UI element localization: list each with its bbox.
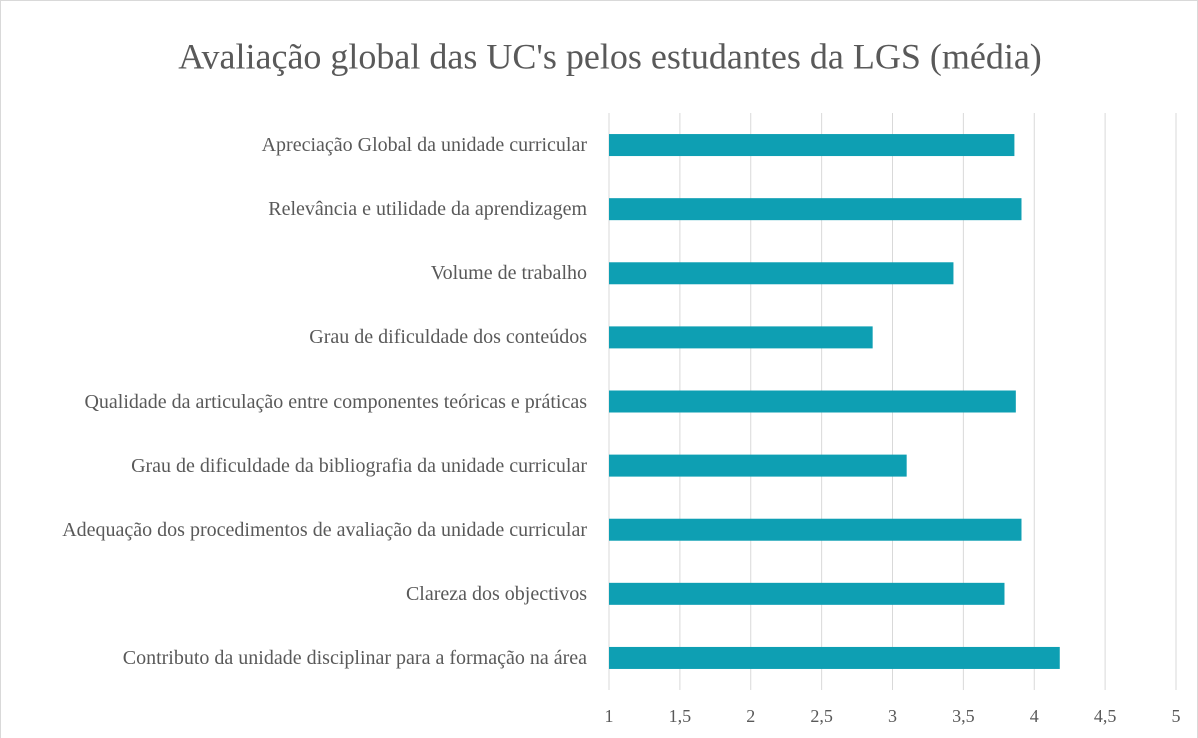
y-tick-label: Contributo da unidade disciplinar para a… [122, 646, 587, 669]
y-tick-label: Grau de dificuldade dos conteúdos [309, 326, 587, 349]
chart-title: Avaliação global das UC's pelos estudant… [178, 36, 1042, 76]
y-tick-label: Clareza dos objectivos [405, 582, 587, 605]
x-tick-label: 4 [1030, 706, 1039, 726]
bar [609, 646, 1060, 669]
x-tick-label: 2,5 [810, 706, 833, 726]
x-tick-label: 1,5 [669, 706, 692, 726]
bar [609, 262, 954, 285]
x-tick-label: 4,5 [1094, 706, 1117, 726]
x-tick-label: 1 [605, 706, 614, 726]
y-tick-label: Volume de trabalho [430, 262, 587, 285]
bar [609, 582, 1005, 605]
x-tick-label: 3 [888, 706, 897, 726]
bar [609, 390, 1016, 413]
y-tick-label: Grau de dificuldade da bibliografia da u… [131, 454, 587, 477]
y-tick-label: Adequação dos procedimentos de avaliação… [62, 518, 587, 541]
bar [609, 198, 1022, 221]
x-tick-label: 5 [1172, 706, 1181, 726]
bar [609, 134, 1015, 157]
y-tick-label: Qualidade da articulação entre component… [84, 390, 587, 413]
x-tick-label: 3,5 [952, 706, 975, 726]
bar [609, 454, 907, 477]
y-tick-label: Apreciação Global da unidade curricular [261, 134, 587, 157]
bar [609, 518, 1022, 541]
bar [609, 326, 873, 349]
x-tick-label: 2 [746, 706, 755, 726]
y-tick-label: Relevância e utilidade da aprendizagem [268, 198, 587, 221]
